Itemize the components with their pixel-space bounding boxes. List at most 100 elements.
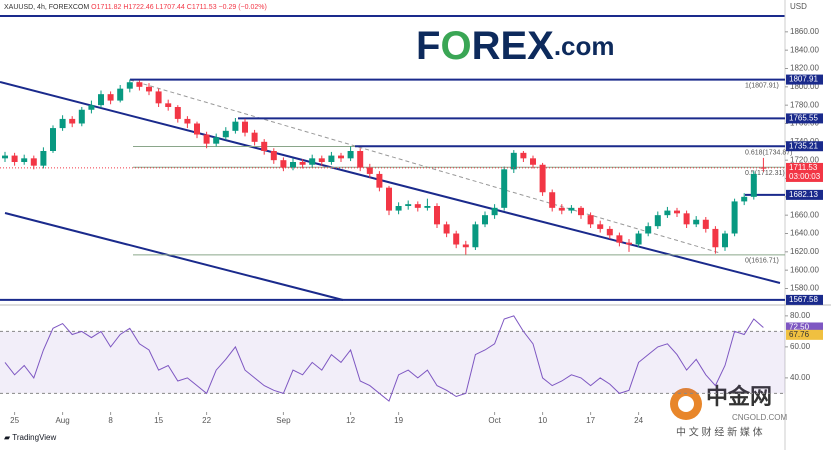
candle-body [40, 151, 47, 166]
candle-body [21, 158, 28, 162]
candle-body [146, 86, 152, 92]
candle-body [635, 233, 642, 245]
candle-body [395, 206, 402, 211]
last-price-badge [786, 162, 823, 182]
brand-rest: REX [472, 24, 555, 68]
candle-body [136, 82, 143, 87]
candle-body [741, 196, 748, 202]
level-badge [786, 141, 823, 152]
candle-body [2, 155, 8, 159]
fib-label: 0.618(1734.87) [745, 149, 792, 156]
candle-body [78, 109, 85, 124]
cn-site: CNGOLD.COM [732, 413, 787, 422]
rsi-badge [786, 322, 823, 333]
level-label: 1765.55 [789, 114, 818, 123]
candle-body [366, 167, 373, 174]
candle-body [549, 192, 556, 208]
brand-f: F [416, 24, 440, 68]
y-tick-label: 1640.00 [790, 229, 819, 238]
y-tick-label: 1820.00 [790, 64, 819, 73]
candle-body [424, 206, 431, 208]
candle-body [357, 151, 364, 168]
rsi-tick-label: 80.00 [790, 311, 811, 320]
level-label: 1682.13 [789, 190, 818, 199]
candle-body [760, 167, 767, 169]
candle-body [50, 128, 56, 151]
candle-body [405, 204, 412, 206]
currency: USD [790, 2, 807, 11]
candle-body [616, 235, 623, 243]
trend-line-dashed [129, 79, 721, 254]
brand-o: O [440, 24, 471, 68]
y-tick-label: 1660.00 [790, 210, 819, 219]
rsi-ma-badge [786, 329, 823, 340]
candle-body [117, 88, 124, 101]
level-badge [786, 294, 823, 305]
level-label: 1735.21 [789, 141, 818, 150]
rsi-band [0, 331, 785, 394]
level-badge [786, 189, 823, 200]
candle-body [174, 107, 181, 119]
candle-body [242, 121, 248, 133]
y-tick-label: 1600.00 [790, 265, 819, 274]
candle-body [155, 91, 162, 104]
candle-body [578, 207, 584, 216]
candle-body [626, 242, 632, 245]
ohlc: O1711.82 H1722.46 L1707.44 C1711.53 −0.2… [91, 4, 267, 11]
candle-body [693, 219, 700, 225]
trend-line [4, 212, 344, 301]
candle-body [654, 215, 661, 227]
candle-body [290, 162, 296, 168]
candle-body [750, 173, 757, 197]
candle-body [98, 94, 104, 106]
fib-label: 1(1807.91) [745, 82, 779, 89]
candle-body [328, 155, 335, 162]
y-tick-label: 1620.00 [790, 247, 819, 256]
candle-body [645, 226, 652, 234]
candle-body [299, 162, 306, 165]
level-label: 1807.91 [789, 75, 818, 84]
candle-body [270, 151, 277, 161]
candle-body [568, 207, 575, 211]
candle-body [347, 151, 354, 159]
level-badge [786, 113, 823, 124]
brand-logo: FOREX.com [416, 24, 615, 68]
candle-body [414, 204, 421, 208]
candle-body [165, 103, 172, 107]
candle-body [107, 94, 114, 101]
x-tick-label: 10 [538, 416, 547, 425]
candle-body [722, 233, 728, 248]
x-tick-label: 24 [634, 416, 643, 425]
level-badge [786, 74, 823, 85]
candle-body [126, 82, 133, 89]
candle-body [597, 224, 604, 229]
candle-body [280, 160, 287, 168]
candle-body [558, 207, 565, 211]
y-tick-label: 1780.00 [790, 100, 819, 109]
candle-body [683, 213, 690, 225]
y-tick-label: 1720.00 [790, 155, 819, 164]
cn-tagline: 中 文 财 经 新 媒 体 [676, 426, 763, 439]
candle-body [674, 210, 680, 214]
candle-body [88, 105, 95, 110]
candle-body [203, 134, 210, 144]
candle-body [702, 219, 709, 229]
candle-body [712, 228, 719, 248]
watermark: FOREX.com [416, 24, 615, 68]
x-tick-label: 15 [154, 416, 163, 425]
candle-body [213, 137, 220, 144]
y-tick-label: 1800.00 [790, 82, 819, 91]
rsi-ma-last: 67.76 [789, 330, 810, 339]
last-price: 1711.53 [789, 163, 818, 172]
logo-inner [678, 396, 694, 412]
candle-body [222, 130, 229, 138]
candle-body [482, 215, 488, 225]
fib-label: 0(1616.71) [745, 258, 779, 265]
candle-body [731, 201, 738, 234]
rsi-tick-label: 60.00 [790, 342, 811, 351]
countdown: 03:00:03 [789, 172, 821, 181]
candle-body [462, 244, 469, 248]
candle-body [530, 158, 536, 165]
x-tick-label: Oct [488, 416, 501, 425]
